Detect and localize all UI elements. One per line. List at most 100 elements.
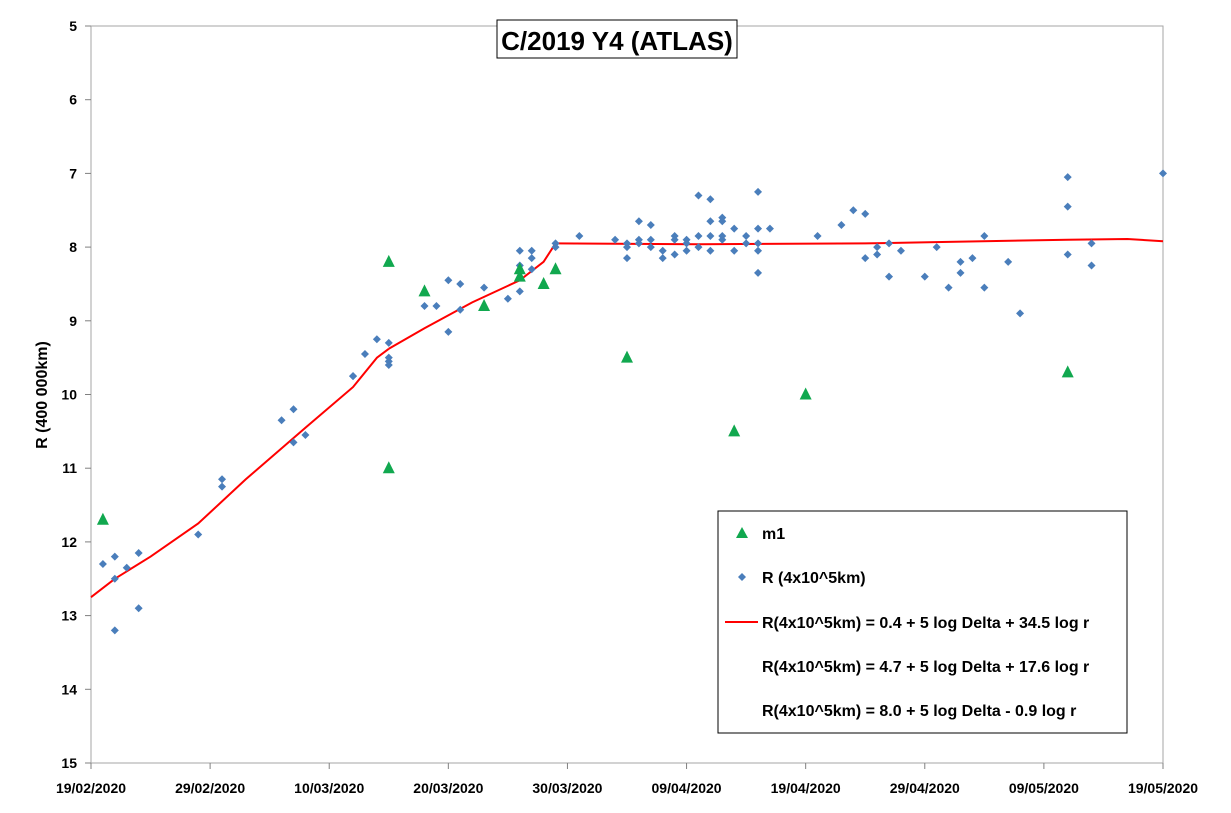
r-point — [1087, 239, 1096, 248]
r-point — [527, 246, 536, 255]
r-point — [1063, 173, 1072, 182]
r-point — [360, 349, 369, 358]
r-point — [611, 235, 620, 244]
legend-triangle-icon — [736, 527, 748, 538]
r-point — [301, 431, 310, 440]
chart-title-box: C/2019 Y4 (ATLAS) — [496, 19, 738, 59]
m1-point — [1061, 365, 1074, 378]
r-point — [432, 302, 441, 311]
r-point — [384, 338, 393, 347]
m1-point — [418, 284, 431, 297]
r-point — [849, 206, 858, 215]
r-point — [110, 626, 119, 635]
r-point — [218, 475, 227, 484]
r-point — [896, 246, 905, 255]
series-layer — [90, 169, 1167, 635]
m1-point — [513, 269, 526, 282]
r-point — [384, 361, 393, 370]
r-point — [110, 552, 119, 561]
r-point — [718, 235, 727, 244]
y-tick-label: 9 — [69, 313, 77, 329]
x-tick-label: 29/04/2020 — [890, 780, 960, 796]
r-point — [1087, 261, 1096, 270]
x-tick-label: 29/02/2020 — [175, 780, 245, 796]
x-tick-label: 30/03/2020 — [532, 780, 602, 796]
x-axis: 19/02/2020 29/02/2020 10/03/2020 20/03/2020… — [56, 763, 1198, 796]
m1-point — [549, 262, 562, 275]
r-point — [551, 239, 560, 248]
r-point — [1016, 309, 1025, 318]
m1-point — [478, 299, 491, 312]
r-point — [1004, 257, 1013, 266]
r-point — [623, 239, 631, 248]
x-tick-label: 09/04/2020 — [652, 780, 722, 796]
r-point — [706, 195, 715, 204]
r-point — [634, 235, 643, 244]
r-point — [658, 246, 667, 255]
r-point — [646, 243, 655, 252]
r-point — [742, 232, 751, 241]
legend-entry-fit-3: R(4x10^5km) = 8.0 + 5 log Delta - 0.9 lo… — [762, 703, 1076, 720]
r-point — [813, 232, 822, 241]
r-point — [575, 232, 584, 241]
r-point — [503, 294, 512, 303]
x-tick-label: 19/02/2020 — [56, 780, 126, 796]
r-point — [646, 235, 655, 244]
legend-entry-r: R (4x10^5km) — [762, 570, 866, 587]
r-point — [754, 239, 763, 248]
legend-entry-m1: m1 — [762, 526, 785, 543]
r-point — [122, 563, 131, 572]
legend-box — [717, 510, 1128, 734]
r-point — [754, 187, 763, 196]
r-point — [515, 287, 524, 296]
x-tick-label: 10/03/2020 — [294, 780, 364, 796]
r-point — [682, 235, 691, 244]
m1-point — [382, 461, 395, 474]
x-tick-label: 09/05/2020 — [1009, 780, 1079, 796]
r-point — [420, 302, 429, 311]
r-point — [730, 246, 739, 255]
r-point — [1159, 169, 1167, 178]
y-tick-label: 5 — [69, 18, 77, 34]
legend-diamond-icon — [738, 573, 746, 581]
r-point — [670, 232, 679, 241]
legend: m1 R (4x10^5km) R(4x10^5km) = 0.4 + 5 lo… — [717, 510, 1128, 734]
x-tick-label: 19/04/2020 — [771, 780, 841, 796]
r-point — [861, 209, 870, 218]
r-point — [944, 283, 953, 292]
r-point — [277, 416, 286, 425]
r-point — [754, 268, 763, 277]
r-point — [1063, 250, 1072, 259]
r-point — [956, 257, 965, 266]
r-point — [706, 246, 715, 255]
r-point — [694, 243, 703, 252]
r-point — [456, 305, 465, 314]
r-point — [670, 250, 679, 259]
r-point — [289, 405, 298, 414]
r-point — [706, 232, 715, 241]
r-point — [134, 548, 143, 557]
r-point — [837, 220, 846, 229]
r-point — [623, 254, 631, 263]
r-point — [527, 254, 536, 263]
y-tick-label: 7 — [69, 165, 77, 181]
r-point — [932, 243, 941, 252]
fit-line-2 — [388, 242, 557, 350]
r-point — [634, 217, 643, 226]
r-point — [682, 246, 691, 255]
m1-point — [799, 387, 812, 400]
r-point — [110, 574, 119, 583]
r-point — [694, 232, 703, 241]
m1-point — [621, 350, 633, 363]
r-point — [765, 224, 774, 233]
r-point — [885, 272, 894, 281]
r-point — [956, 268, 965, 277]
m1-point — [513, 262, 526, 275]
r-point — [873, 243, 882, 252]
r-point — [920, 272, 929, 281]
r-point — [754, 224, 763, 233]
x-tick-label: 20/03/2020 — [413, 780, 483, 796]
r-point — [885, 239, 894, 248]
r-point — [980, 283, 989, 292]
